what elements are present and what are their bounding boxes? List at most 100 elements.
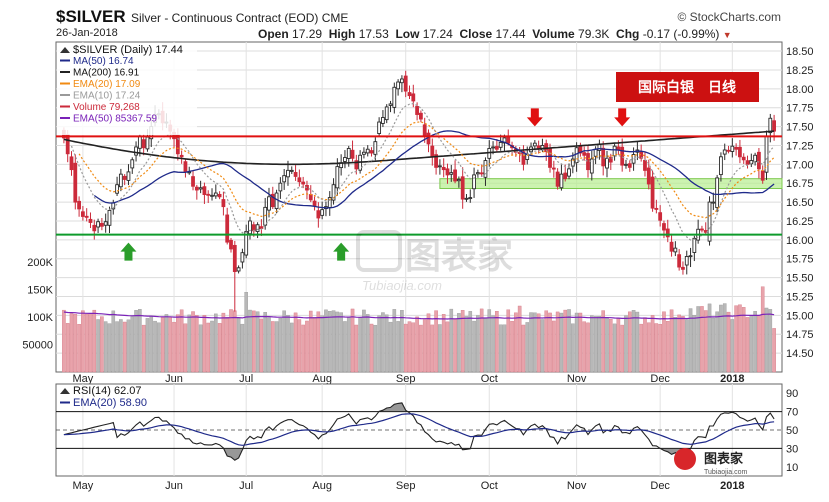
volume-label: Volume xyxy=(532,27,575,41)
candle xyxy=(335,158,340,196)
rsi-month-labels: May Jun Jul Aug Sep Oct Nov Dec 2018 xyxy=(72,480,744,492)
candle-up xyxy=(103,221,108,226)
candle xyxy=(722,143,727,161)
price-tick-label: 14.75 xyxy=(786,329,814,341)
open-value: 17.29 xyxy=(292,27,323,41)
candle-up xyxy=(210,194,214,197)
annotation-label: 国际白银 日线 xyxy=(638,79,736,95)
candle-up xyxy=(491,146,495,149)
candle-up xyxy=(96,221,100,228)
candle xyxy=(468,189,473,203)
volume-bar xyxy=(369,323,374,373)
volume-bar xyxy=(270,321,275,373)
volume-bar xyxy=(122,321,127,373)
rsi-tick-label: 50 xyxy=(786,425,798,437)
candle-up xyxy=(715,177,720,209)
rsi-tick-label: 90 xyxy=(786,388,798,400)
volume-bar xyxy=(206,322,211,373)
candle-down xyxy=(555,171,560,187)
rsi-month-label: Aug xyxy=(312,480,332,492)
volume-bar xyxy=(605,317,609,373)
volume-bar xyxy=(745,317,750,373)
volume-bar xyxy=(593,316,598,373)
volume-bar xyxy=(620,324,624,373)
candle-down xyxy=(734,146,739,150)
candle-up xyxy=(381,117,385,124)
month-label: Jul xyxy=(239,373,253,385)
volume-bar xyxy=(662,311,666,373)
candle xyxy=(400,75,404,93)
candle-down xyxy=(88,218,93,223)
candle xyxy=(407,85,412,99)
volume-bar xyxy=(214,313,218,373)
ema10-line xyxy=(70,102,775,241)
candle-down xyxy=(563,172,568,180)
candle-up xyxy=(118,173,123,188)
watermark-logo xyxy=(356,230,402,272)
legend-item-label: MA(50) 16.74 xyxy=(73,56,134,67)
candle xyxy=(441,158,446,178)
volume-bar xyxy=(331,310,336,373)
candle xyxy=(77,196,81,217)
stockcharts-brand: © StockCharts.com xyxy=(677,10,781,24)
candle-up xyxy=(377,121,382,134)
candle xyxy=(665,219,670,243)
volume-ema50-line xyxy=(63,311,775,320)
volume-bar xyxy=(468,311,473,373)
candle-up xyxy=(274,192,279,210)
candle xyxy=(567,163,571,180)
legend-item-label: EMA(20) 17.09 xyxy=(73,79,141,90)
candle-down xyxy=(354,160,359,170)
candle-down xyxy=(403,75,408,92)
volume-bar xyxy=(217,323,222,373)
candle xyxy=(191,170,195,191)
volume-tick-label: 50000 xyxy=(22,340,53,352)
candle-up xyxy=(236,267,241,272)
volume-bar xyxy=(479,308,484,373)
rsi-legend-label: EMA(20) 58.90 xyxy=(73,397,147,409)
volume-bar xyxy=(544,310,549,373)
volume-bar xyxy=(586,322,590,373)
candle-down xyxy=(627,163,632,168)
volume-bar xyxy=(552,320,556,373)
candle-down xyxy=(194,186,199,191)
volume-bar xyxy=(540,319,545,373)
candle-down xyxy=(92,224,97,232)
candle-down xyxy=(221,199,226,208)
candle xyxy=(768,113,773,143)
month-label: Jun xyxy=(165,373,183,385)
candle xyxy=(210,188,214,201)
legend-item-label: EMA(50) 85367.59 xyxy=(73,114,157,125)
rsi-month-label: Dec xyxy=(650,480,670,492)
candle xyxy=(263,197,268,230)
candle xyxy=(289,166,294,174)
candle xyxy=(373,137,378,161)
volume-bar xyxy=(168,316,173,373)
candle xyxy=(69,151,74,176)
chg-value: -0.17 (-0.99%) xyxy=(642,27,720,41)
candle-up xyxy=(673,247,678,253)
candle xyxy=(738,139,742,164)
volume-bar xyxy=(301,324,305,373)
rsi-legend-label: RSI(14) 62.07 xyxy=(73,385,141,397)
candle xyxy=(377,117,382,137)
candle-down xyxy=(65,134,70,155)
volume-bar xyxy=(635,311,640,373)
candle-down xyxy=(506,136,511,144)
candle-up xyxy=(730,145,735,152)
month-label: Aug xyxy=(312,373,332,385)
volume-bar xyxy=(267,317,271,373)
candle-down xyxy=(316,210,321,219)
volume-bar xyxy=(229,309,233,373)
volume-bar xyxy=(719,304,723,373)
candle-down xyxy=(350,149,355,159)
candle xyxy=(320,201,325,220)
volume-bars xyxy=(62,286,776,373)
volume-bar xyxy=(768,309,773,373)
down-triangle-icon: ▼ xyxy=(722,30,732,40)
candle-up xyxy=(198,187,203,190)
candle-down xyxy=(669,241,674,252)
candle-up xyxy=(388,103,393,106)
candle xyxy=(96,218,100,234)
candle-up xyxy=(244,231,249,256)
